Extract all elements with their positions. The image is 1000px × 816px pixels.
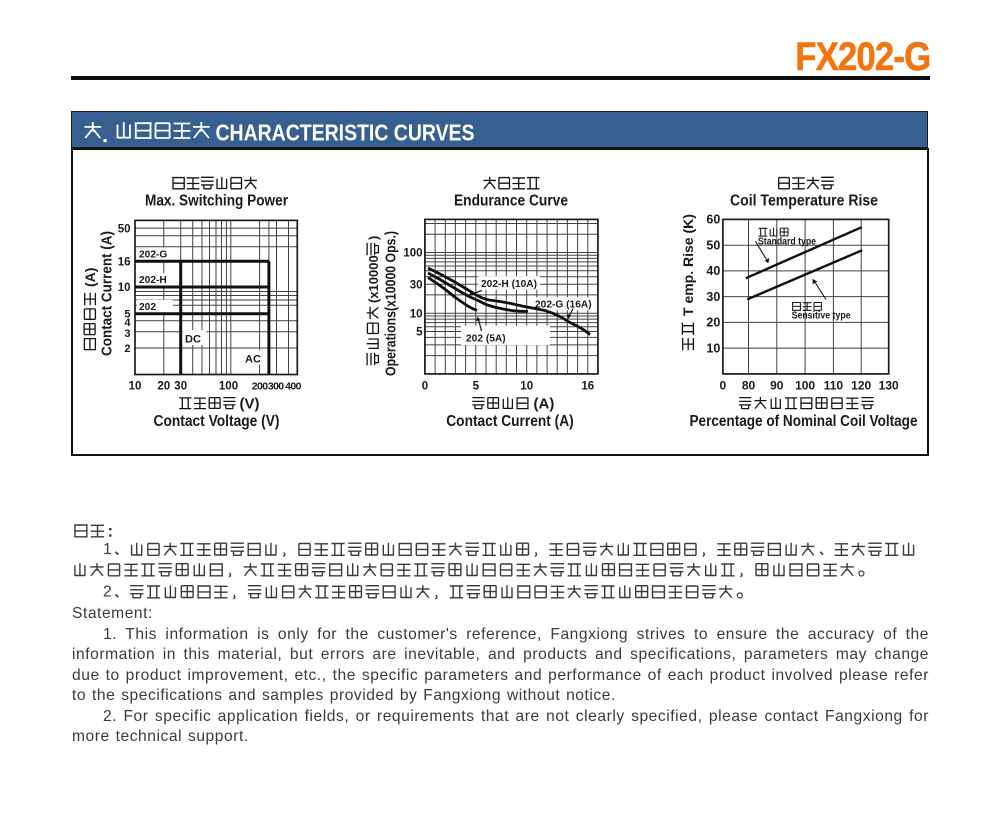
svg-text:202-H (10A): 202-H (10A)	[481, 279, 537, 290]
svg-text:(V): (V)	[240, 396, 260, 413]
svg-text:10: 10	[706, 341, 720, 355]
svg-text:(A): (A)	[82, 268, 98, 287]
svg-text:Sensitive type: Sensitive type	[792, 311, 851, 322]
svg-text:10: 10	[118, 282, 131, 294]
svg-text:202: 202	[139, 302, 156, 313]
svg-text:10: 10	[520, 381, 533, 393]
svg-text:130: 130	[879, 379, 899, 393]
svg-text:3: 3	[124, 328, 130, 340]
svg-text:30: 30	[410, 279, 423, 291]
svg-text:Operations(x10000 Ops.): Operations(x10000 Ops.)	[384, 231, 400, 376]
svg-text:Standard type: Standard type	[758, 237, 816, 248]
svg-text:5: 5	[124, 309, 130, 321]
svg-text:2: 2	[103, 583, 112, 600]
svg-text:20: 20	[706, 316, 720, 330]
svg-text:2: 2	[124, 343, 130, 355]
svg-text:100: 100	[795, 379, 815, 393]
svg-text:CHARACTERISTIC CURVES: CHARACTERISTIC CURVES	[215, 119, 474, 145]
svg-text:10: 10	[129, 381, 142, 393]
svg-text:Contact Voltage (V): Contact Voltage (V)	[154, 413, 280, 430]
svg-text:Percentage of Nominal Coil Vol: Percentage of Nominal Coil Voltage	[690, 413, 918, 430]
svg-text:100: 100	[403, 248, 422, 260]
svg-text:Contact Current (A): Contact Current (A)	[446, 413, 574, 430]
svg-text:30: 30	[706, 290, 720, 304]
svg-text:0: 0	[422, 381, 428, 393]
svg-text:202-G: 202-G	[139, 250, 167, 261]
svg-text:AC: AC	[245, 354, 261, 366]
svg-text:16: 16	[581, 381, 594, 393]
svg-text:120: 120	[851, 379, 871, 393]
svg-text:100: 100	[219, 381, 238, 393]
svg-text:Coil Temperature Rise: Coil Temperature Rise	[730, 193, 878, 210]
svg-text:Max. Switching Power: Max. Switching Power	[145, 193, 288, 210]
svg-text:): )	[366, 236, 381, 240]
svg-text:0: 0	[720, 379, 727, 393]
svg-text:300: 300	[268, 381, 284, 393]
svg-text:50: 50	[706, 238, 720, 252]
svg-text:T emp. Rise (K): T emp. Rise (K)	[680, 214, 696, 316]
svg-text:DC: DC	[185, 334, 201, 346]
svg-text:50: 50	[118, 223, 131, 235]
svg-text:40: 40	[706, 264, 720, 278]
svg-text:10: 10	[410, 308, 423, 320]
svg-text:202-H: 202-H	[139, 275, 167, 286]
svg-text:20: 20	[157, 381, 170, 393]
svg-text:30: 30	[174, 381, 187, 393]
svg-text:1: 1	[103, 541, 112, 558]
svg-text:80: 80	[742, 379, 756, 393]
svg-text:4: 4	[124, 317, 131, 329]
svg-text:60: 60	[706, 213, 720, 227]
svg-text:200: 200	[252, 381, 268, 393]
svg-text:110: 110	[824, 379, 844, 393]
svg-text:(A): (A)	[534, 396, 555, 413]
svg-text:5: 5	[416, 327, 423, 339]
svg-text:(x10000: (x10000	[366, 255, 381, 303]
svg-text:Contact Current (A): Contact Current (A)	[99, 231, 116, 356]
svg-text:Endurance Curve: Endurance Curve	[454, 193, 568, 210]
svg-text:202-G (16A): 202-G (16A)	[535, 300, 592, 311]
svg-text:400: 400	[285, 381, 301, 393]
svg-text:5: 5	[473, 381, 480, 393]
svg-text:202 (5A): 202 (5A)	[466, 334, 506, 345]
svg-text:90: 90	[770, 379, 784, 393]
svg-text:16: 16	[118, 257, 131, 269]
